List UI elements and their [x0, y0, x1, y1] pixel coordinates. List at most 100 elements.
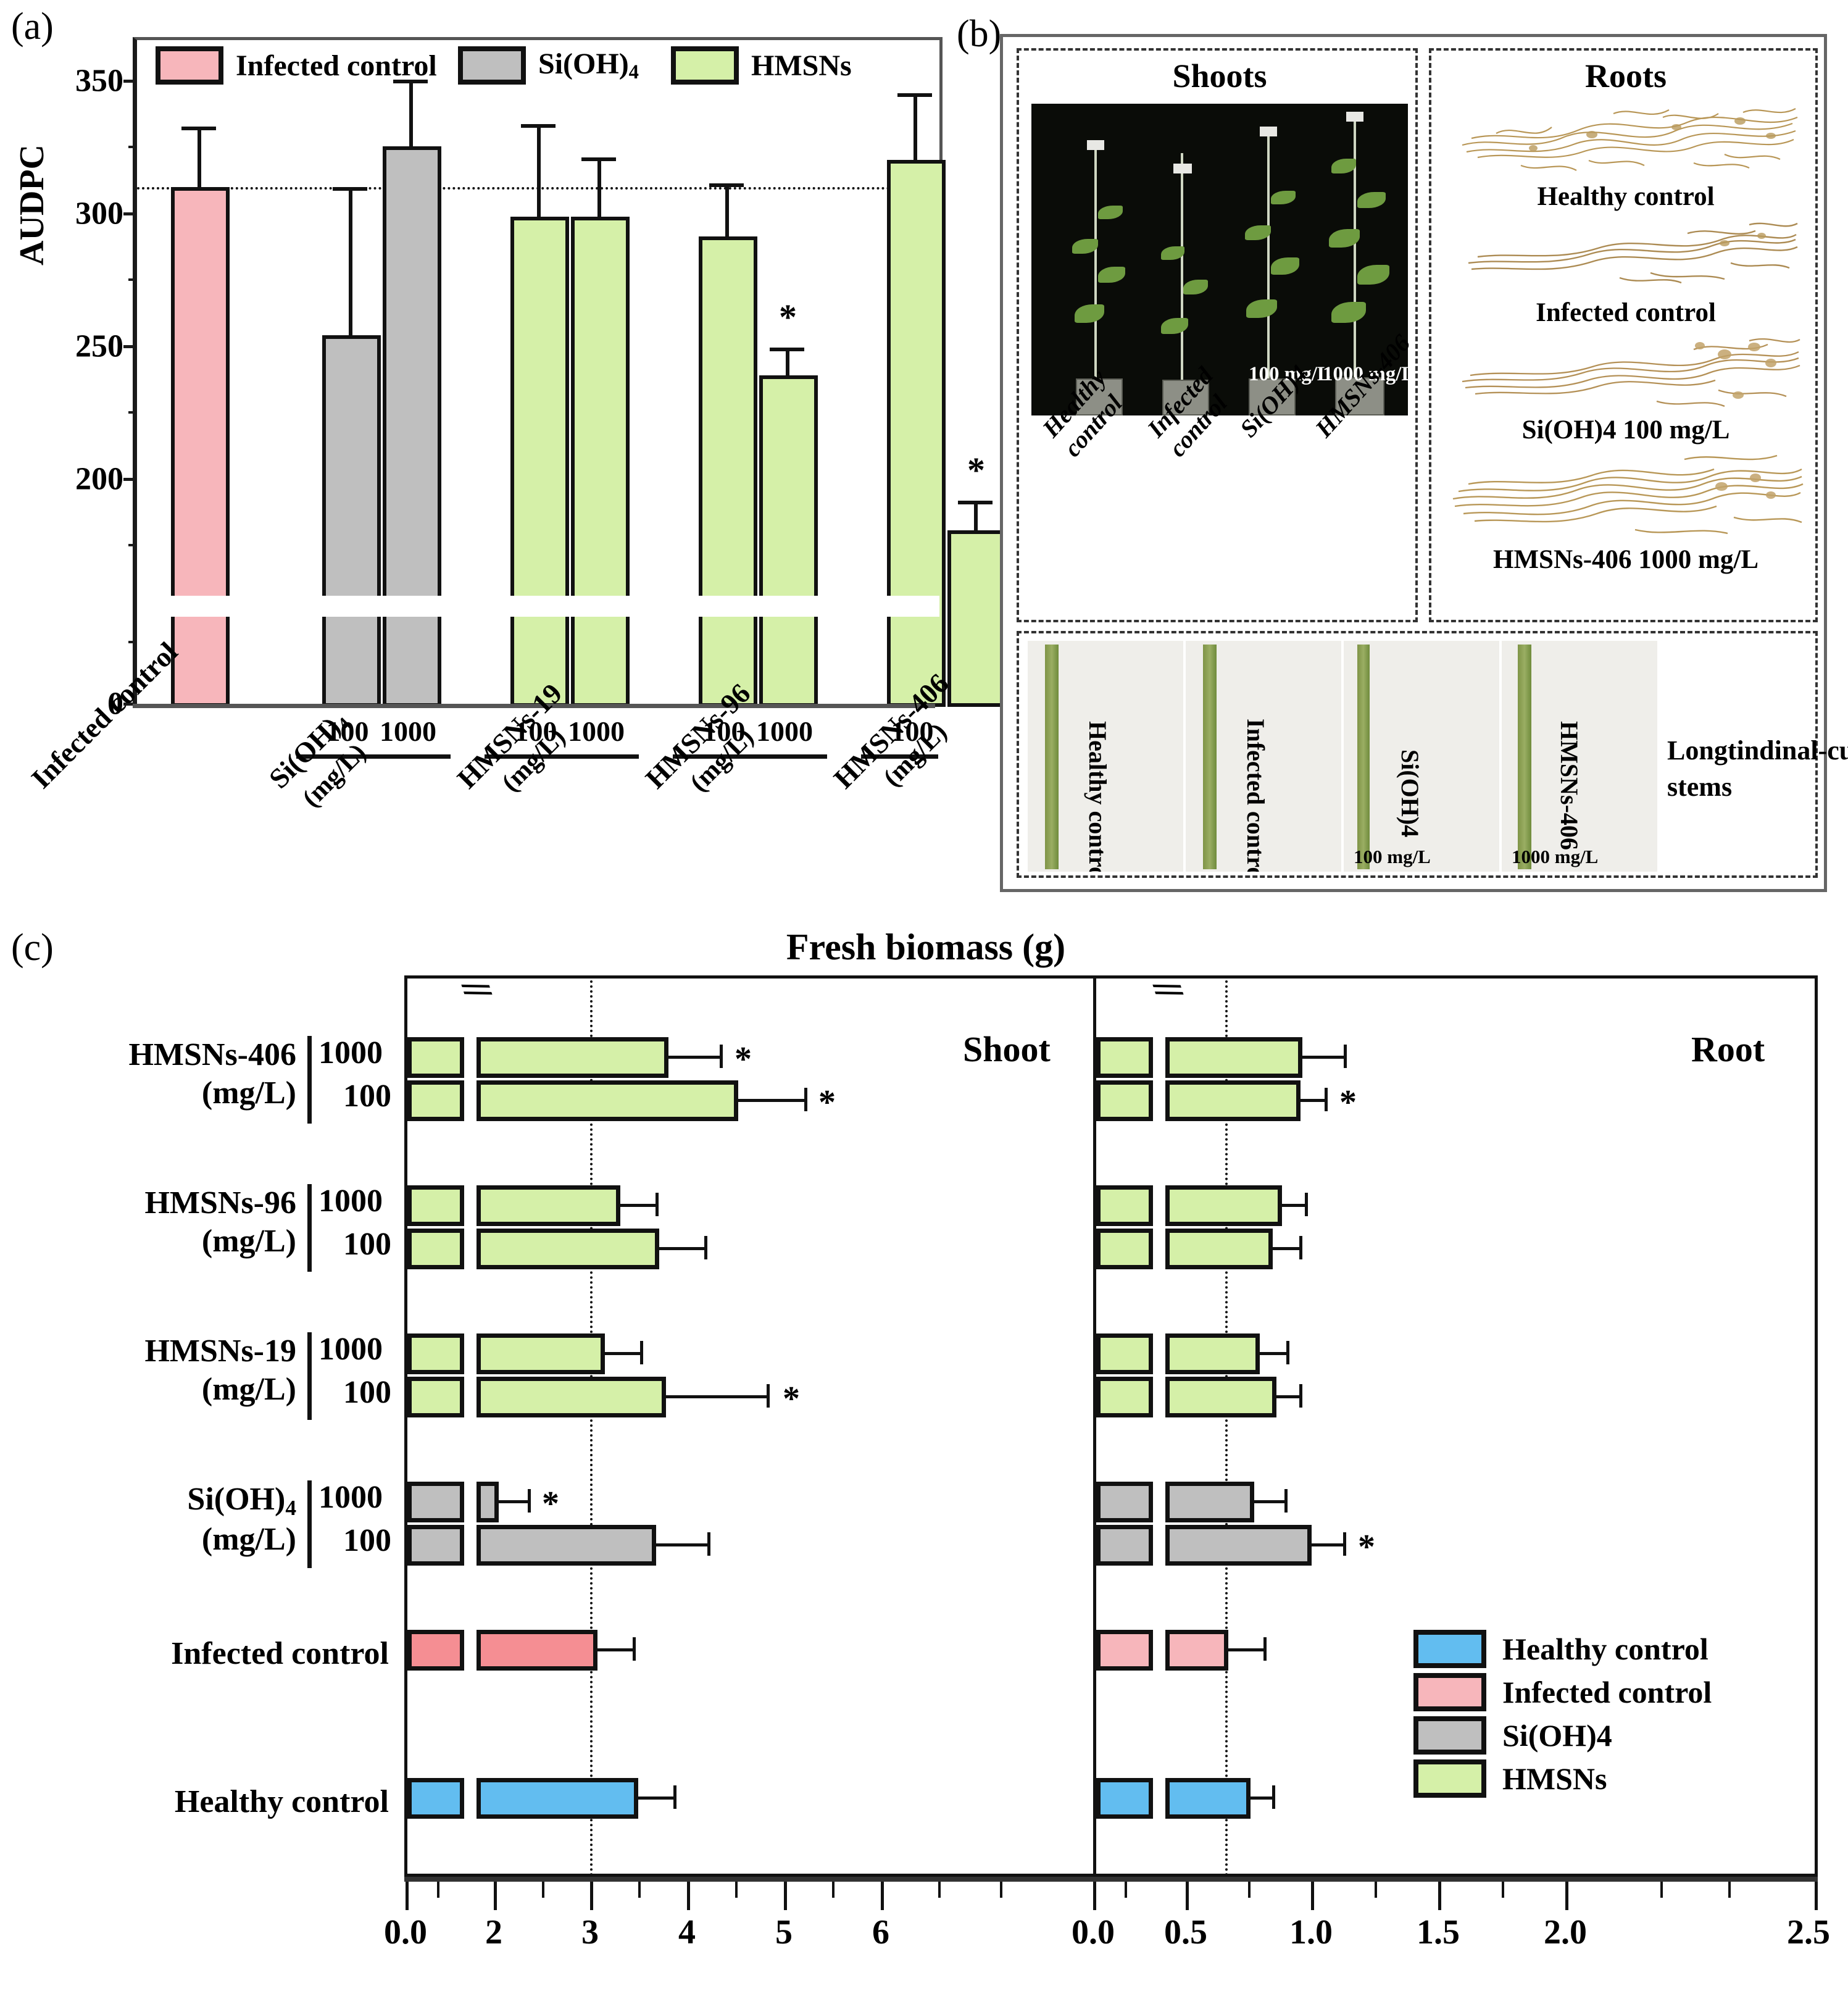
panel-a-ytick-200: 200	[75, 461, 123, 497]
panel-c-ticklabel-shoot-4: 4	[678, 1913, 696, 1951]
panel-b-shoots-box: Shoots	[1017, 48, 1418, 622]
bar-c-root-hmsns406-100-stub	[1096, 1080, 1153, 1121]
root-image-infected-control	[1468, 222, 1798, 284]
panel-a-tickmark-300	[123, 212, 137, 215]
panel-c-conc-hmsns406-1000: 1000	[318, 1035, 383, 1070]
errorcap-c-shoot-hmsns406-1000	[720, 1045, 723, 1068]
root-image-hmsns406-1000	[1452, 454, 1804, 535]
panel-c-ticklabel-root-20: 2.0	[1544, 1913, 1587, 1951]
bar-a-hmsns406-1000	[947, 530, 1006, 707]
bar-c-root-healthy-stub	[1096, 1778, 1153, 1819]
errorcap-c-shoot-sioh4-100	[707, 1532, 710, 1556]
panel-c-tick-root-15	[1438, 1882, 1441, 1910]
significance-star-hmsns96-1000: *	[779, 297, 797, 337]
bar-c-root-hmsns19-100-stub	[1096, 1377, 1153, 1417]
panel-a-tickmark-250	[123, 345, 137, 348]
panel-c-ticklabel-shoot-6: 6	[872, 1913, 889, 1951]
legend-label-c-hmsns: HMSNs	[1502, 1761, 1607, 1796]
panel-b-shoots-title: Shoots	[1172, 57, 1267, 94]
bar-c-root-healthy-control	[1165, 1778, 1251, 1819]
bar-c-shoot-hmsns19-100	[477, 1377, 666, 1417]
errorbar-a-sioh4-1000	[409, 80, 413, 148]
bar-c-shoot-hmsns96-1000	[477, 1185, 620, 1226]
panel-c-tick-root-25	[1815, 1882, 1818, 1910]
significance-star-c-root-hmsns406-100: *	[1339, 1083, 1357, 1122]
errorcap-c-root-sioh4-100	[1343, 1532, 1346, 1556]
panel-c-rowdivider-hmsns19	[307, 1332, 312, 1420]
root-image-healthy-control	[1462, 108, 1798, 171]
panel-c-tick-shoot-2	[494, 1882, 497, 1910]
panel-a-tickmark-0	[123, 703, 137, 706]
panel-c-legend-item-sioh4: Si(OH)4	[1413, 1716, 1712, 1755]
stem-photo-hmsns406: HMSNs-406 1000 mg/L	[1502, 641, 1657, 872]
errorbar-a-hmsns406-100	[914, 93, 917, 161]
errorbar-c-root-sioh4-1000	[1254, 1500, 1288, 1503]
panel-b-roots-title: Roots	[1585, 57, 1667, 94]
legend-swatch-hmsns	[671, 46, 739, 85]
panel-a-tickmark-minor-325	[128, 146, 137, 148]
legend-swatch-c-healthy-control	[1413, 1630, 1486, 1668]
bar-c-shoot-hmsns96-100-stub	[407, 1229, 464, 1269]
panel-c-tick-root-05	[1186, 1882, 1189, 1910]
legend-swatch-sioh4	[458, 46, 526, 85]
errorcap-c-root-infected-control	[1263, 1637, 1267, 1661]
bar-c-root-sioh4-100	[1165, 1525, 1312, 1566]
significance-star-hmsns406-1000: *	[967, 450, 985, 490]
bar-c-root-hmsns96-1000	[1165, 1185, 1282, 1226]
panel-b-stem-label-infected: Infected control	[1242, 719, 1270, 872]
significance-star-c-shoot-hmsns406-1000: *	[735, 1040, 752, 1079]
panel-c-rowlabel-hmsns96: HMSNs-96 (mg/L)	[144, 1185, 296, 1259]
panel-a-conc-hmsns19-1000: 1000	[568, 716, 625, 747]
bar-c-shoot-hmsns406-100-stub	[407, 1080, 464, 1121]
errorbar-c-shoot-hmsns96-100	[659, 1247, 707, 1250]
plant-sioh4	[1235, 104, 1303, 415]
legend-swatch-c-hmsns	[1413, 1759, 1486, 1798]
panel-c-rowdivider-sioh4	[307, 1480, 312, 1568]
panel-b-root-label-infected: Infected control	[1536, 298, 1716, 327]
bar-c-root-hmsns19-1000-stub	[1096, 1333, 1153, 1374]
errorbar-a-hmsns19-100	[537, 124, 541, 218]
panel-a-underline-hmsns19	[485, 754, 639, 759]
panel-a-ytick-0: 0	[107, 686, 123, 722]
panel-c-tick-shoot-5	[784, 1882, 787, 1910]
errorbar-a-hmsns96-100	[725, 183, 729, 238]
bar-c-shoot-sioh4-1000-stub	[407, 1482, 464, 1522]
bar-c-root-hmsns406-1000	[1165, 1037, 1302, 1078]
panel-c-tick-shoot-minor1	[437, 1882, 439, 1898]
errorcap-c-shoot-sioh4-1000	[528, 1489, 531, 1513]
bar-a-infected-control	[171, 187, 230, 707]
bar-a-sioh4-100	[322, 335, 381, 707]
panel-a-conc-hmsns406-100: 100	[891, 716, 934, 747]
panel-c-tick-root-minor4	[1502, 1882, 1504, 1898]
errorbar-a-hmsns96-1000	[786, 348, 789, 377]
bar-c-root-sioh4-100-stub	[1096, 1525, 1153, 1566]
legend-label-infected-control: Infected control	[236, 49, 437, 82]
panel-c-ticklabel-root-05: 0.5	[1164, 1913, 1207, 1951]
errorbar-c-shoot-healthy-control	[638, 1797, 676, 1800]
significance-star-c-shoot-hmsns19-100: *	[783, 1380, 800, 1418]
panel-c-rowlabel-sioh4: Si(OH)4 (mg/L)	[187, 1482, 296, 1558]
panel-a-x-axis	[133, 704, 935, 708]
panel-a-legend: Infected control Si(OH)4 HMSNs	[156, 46, 915, 102]
panel-c-ticklabel-shoot-0: 0.0	[384, 1913, 427, 1951]
errorcap-a-infected-control	[181, 127, 216, 130]
panel-c-legend-item-healthy: Healthy control	[1413, 1630, 1712, 1668]
panel-b-shoot-dose-1000: 1000 mg/L	[1323, 363, 1408, 385]
panel-b-root-label-sioh4: Si(OH)4 100 mg/L	[1521, 415, 1730, 444]
errorbar-c-shoot-sioh4-1000	[499, 1500, 531, 1503]
panel-a-tickmark-minor-275	[128, 278, 137, 281]
bar-a-hmsns96-1000	[759, 375, 818, 707]
errorcap-a-sioh4-1000	[393, 80, 428, 83]
bar-c-root-hmsns96-1000-stub	[1096, 1185, 1153, 1226]
errorcap-c-shoot-hmsns96-1000	[656, 1193, 659, 1216]
errorbar-c-root-hmsns406-1000	[1302, 1056, 1347, 1059]
panel-c-rowlabel-hmsns406: HMSNs-406 (mg/L)	[128, 1037, 296, 1111]
legend-swatch-c-sioh4	[1413, 1716, 1486, 1755]
significance-star-c-shoot-sioh4-1000: *	[542, 1485, 559, 1523]
errorcap-c-root-hmsns96-100	[1299, 1236, 1302, 1259]
panel-a-conc-sioh4-100: 100	[326, 716, 369, 747]
errorbar-a-sioh4-100	[349, 187, 352, 336]
panel-a-tickmark-200	[123, 478, 137, 481]
panel-b-root-label-hmsns406: HMSNs-406 1000 mg/L	[1493, 545, 1759, 574]
errorbar-c-shoot-hmsns406-100	[738, 1099, 807, 1102]
